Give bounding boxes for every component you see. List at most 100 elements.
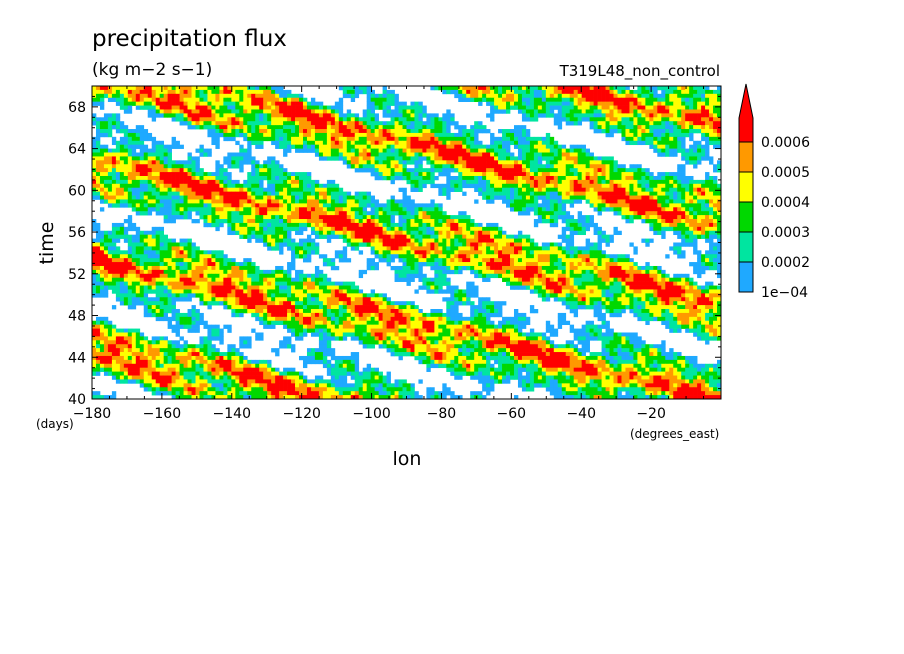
field-cell — [633, 113, 638, 118]
field-cell — [334, 195, 340, 200]
field-cell — [446, 152, 451, 157]
field-cell — [502, 238, 507, 243]
field-cell — [597, 191, 602, 196]
field-cell — [713, 222, 718, 228]
field-cell — [585, 109, 590, 114]
field-cell — [251, 226, 256, 232]
field-cell — [629, 203, 634, 208]
field-cell — [346, 132, 352, 138]
field-cell — [283, 226, 288, 232]
field-cell — [434, 164, 439, 169]
field-cell — [92, 246, 97, 251]
field-cell — [374, 160, 379, 165]
field-cell — [291, 97, 296, 102]
field-cell — [358, 156, 364, 161]
field-cell — [517, 199, 523, 204]
field-cell — [322, 199, 328, 204]
field-cell — [430, 121, 435, 126]
field-cell — [103, 93, 109, 99]
field-cell — [350, 113, 356, 118]
field-cell — [502, 101, 507, 106]
field-cell — [227, 183, 232, 189]
field-cell — [247, 187, 252, 192]
field-cell — [673, 125, 678, 130]
field-cell — [593, 168, 598, 173]
field-cell — [609, 97, 614, 102]
field-cell — [701, 156, 706, 161]
field-cell — [685, 230, 690, 236]
field-cell — [203, 195, 208, 200]
field-cell — [167, 203, 172, 208]
field-cell — [569, 93, 575, 99]
field-cell — [263, 242, 268, 247]
field-cell — [394, 234, 399, 239]
field-cell — [521, 109, 527, 114]
field-cell — [187, 164, 192, 169]
field-cell — [709, 97, 714, 102]
field-cell — [653, 113, 658, 118]
field-cell — [255, 168, 260, 173]
field-cell — [625, 175, 630, 181]
field-cell — [322, 144, 328, 149]
field-cell — [92, 113, 97, 118]
field-cell — [147, 132, 153, 138]
field-cell — [609, 121, 614, 126]
field-cell — [211, 222, 216, 228]
field-cell — [215, 86, 220, 91]
field-cell — [354, 242, 360, 247]
field-cell — [657, 203, 662, 208]
field-cell — [163, 175, 168, 181]
field-cell — [107, 234, 113, 239]
field-cell — [466, 238, 471, 243]
field-cell — [458, 168, 463, 173]
field-cell — [374, 207, 379, 212]
field-cell — [362, 160, 368, 165]
field-cell — [259, 199, 264, 204]
field-cell — [661, 234, 666, 239]
field-cell — [306, 113, 312, 118]
field-cell — [717, 164, 722, 169]
field-cell — [235, 152, 240, 157]
field-cell — [613, 172, 618, 177]
field-cell — [701, 219, 706, 224]
field-cell — [135, 172, 141, 177]
field-cell — [239, 195, 244, 200]
field-cell — [494, 144, 499, 149]
field-cell — [689, 195, 694, 200]
field-cell — [151, 175, 157, 181]
field-cell — [127, 136, 133, 142]
field-cell — [342, 136, 348, 142]
field-cell — [207, 105, 212, 110]
field-cell — [438, 226, 443, 232]
field-cell — [525, 89, 531, 95]
field-cell — [673, 140, 678, 146]
field-cell — [267, 238, 272, 243]
field-cell — [410, 105, 415, 110]
field-cell — [490, 222, 495, 228]
field-cell — [155, 109, 161, 114]
field-cell — [410, 121, 415, 126]
field-cell — [291, 203, 296, 208]
field-cell — [135, 199, 141, 204]
field-cell — [414, 129, 419, 134]
field-cell — [645, 172, 650, 177]
field-cell — [609, 175, 614, 181]
field-cell — [438, 219, 443, 224]
field-cell — [366, 97, 372, 102]
field-cell — [235, 125, 240, 130]
field-cell — [581, 230, 586, 236]
field-cell — [430, 199, 435, 204]
field-cell — [713, 105, 718, 110]
field-cell — [577, 93, 583, 99]
field-cell — [334, 183, 340, 189]
field-cell — [171, 136, 176, 142]
field-cell — [159, 234, 165, 239]
field-cell — [223, 203, 228, 208]
field-cell — [310, 105, 316, 110]
field-cell — [223, 219, 228, 224]
field-cell — [187, 215, 192, 220]
field-cell — [107, 195, 113, 200]
field-cell — [705, 238, 710, 243]
field-cell — [362, 113, 368, 118]
field-cell — [553, 89, 559, 95]
